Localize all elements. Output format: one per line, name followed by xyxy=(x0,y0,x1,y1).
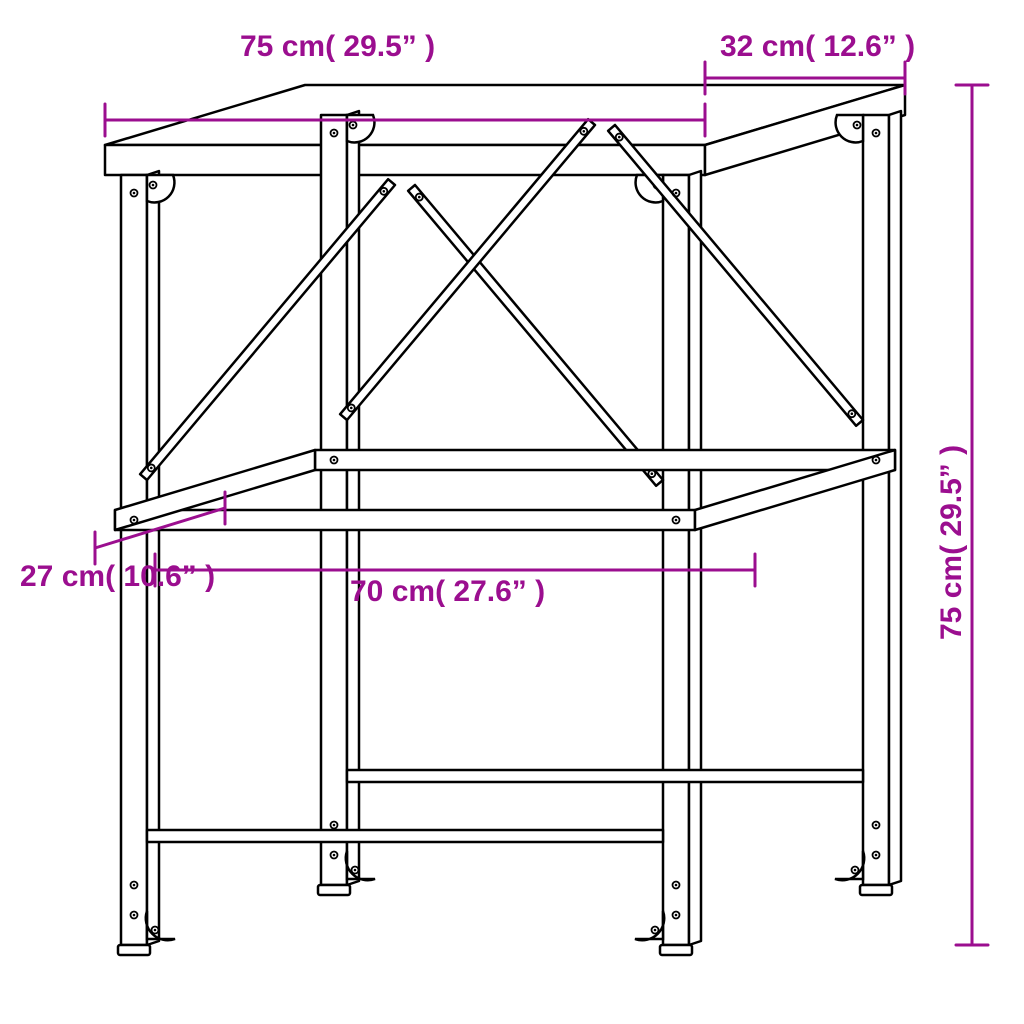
dimension-label: 27 cm( 10.6” ) xyxy=(20,558,215,596)
dimension-label: 70 cm( 27.6” ) xyxy=(350,575,545,609)
dimension-label: 75 cm( 29.5” ) xyxy=(935,445,969,640)
dimension-label: 75 cm( 29.5” ) xyxy=(240,30,435,64)
dimension-label: 32 cm( 12.6” ) xyxy=(720,30,915,64)
